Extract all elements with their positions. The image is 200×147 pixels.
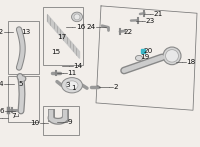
Text: 23: 23: [146, 18, 155, 24]
Ellipse shape: [166, 50, 179, 62]
Text: 1: 1: [71, 85, 75, 91]
Text: 17: 17: [58, 35, 67, 40]
Text: 22: 22: [124, 29, 133, 35]
Text: 12: 12: [0, 29, 3, 35]
Text: 7: 7: [11, 113, 16, 119]
Text: 6: 6: [0, 108, 4, 114]
Text: 2: 2: [113, 84, 118, 90]
Text: 21: 21: [154, 11, 163, 17]
Text: 10: 10: [30, 121, 39, 126]
Text: 19: 19: [141, 54, 150, 60]
Bar: [8, 76, 39, 122]
Text: 24: 24: [87, 24, 96, 30]
Circle shape: [66, 81, 78, 90]
Text: 20: 20: [144, 48, 153, 54]
Bar: [43, 106, 79, 135]
Ellipse shape: [74, 14, 80, 20]
Text: 3: 3: [66, 82, 70, 88]
Ellipse shape: [163, 47, 181, 65]
Text: 16: 16: [76, 24, 85, 30]
Text: 5: 5: [18, 81, 23, 87]
Text: 9: 9: [67, 119, 72, 125]
Bar: [8, 21, 39, 74]
Text: 18: 18: [186, 60, 195, 65]
Text: 15: 15: [52, 49, 61, 55]
Circle shape: [62, 78, 82, 93]
Circle shape: [135, 55, 143, 61]
Bar: [43, 7, 83, 65]
Text: 11: 11: [67, 70, 76, 76]
Ellipse shape: [72, 12, 83, 22]
Text: 13: 13: [22, 29, 31, 35]
Text: 14: 14: [73, 63, 82, 69]
Text: 4: 4: [0, 81, 3, 87]
